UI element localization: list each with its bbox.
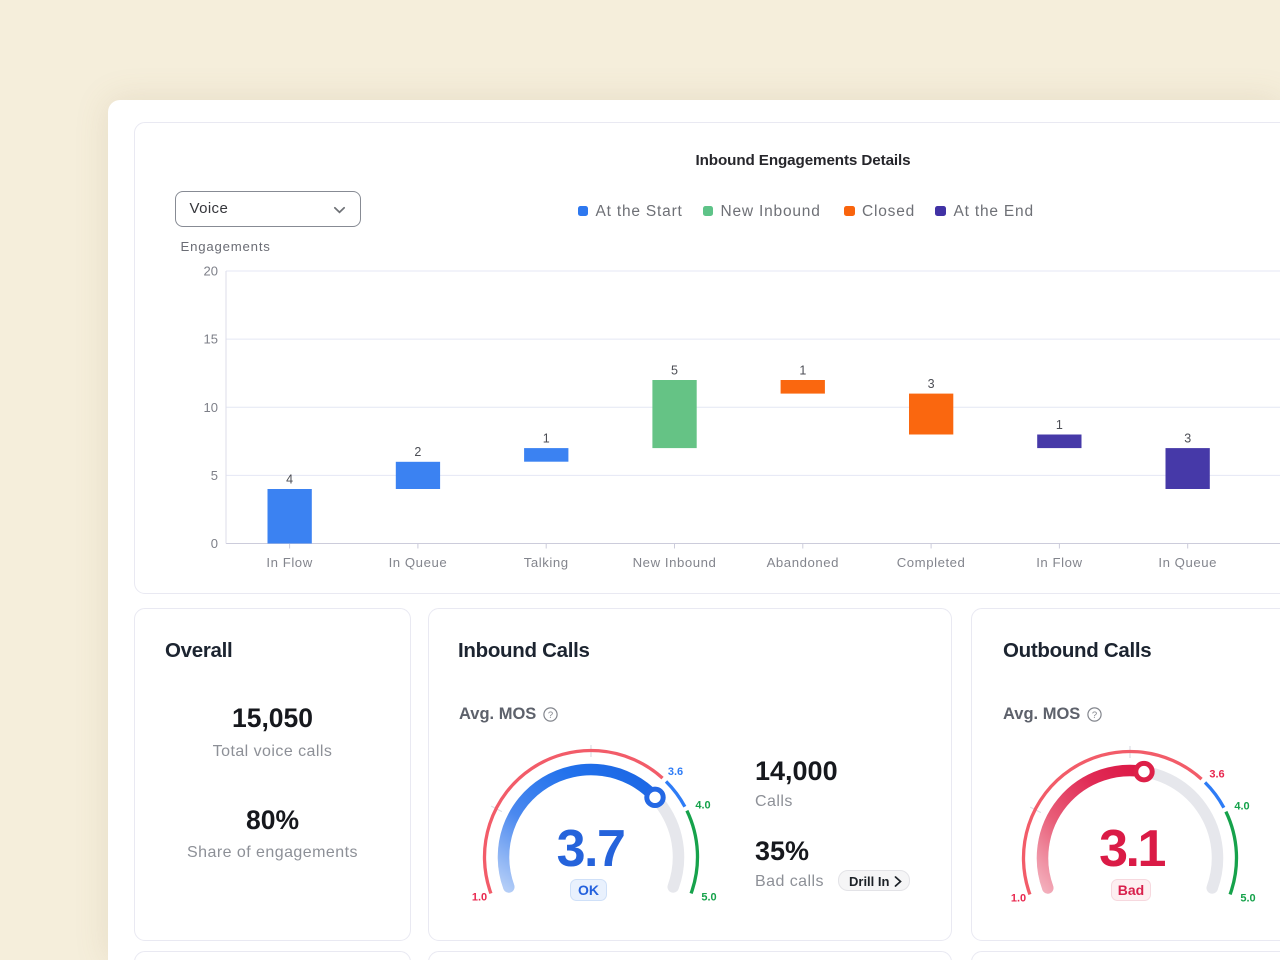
svg-text:1.0: 1.0 <box>1011 893 1026 905</box>
svg-text:1: 1 <box>543 432 550 446</box>
svg-text:3.1: 3.1 <box>1099 820 1165 878</box>
svg-text:In Flow: In Flow <box>266 555 312 570</box>
svg-text:1.0: 1.0 <box>472 892 487 904</box>
svg-text:5.0: 5.0 <box>1240 893 1255 905</box>
svg-text:?: ? <box>1092 710 1097 721</box>
svg-text:?: ? <box>548 710 553 721</box>
svg-text:2: 2 <box>414 445 421 459</box>
svg-text:1: 1 <box>1056 418 1063 432</box>
svg-text:3.7: 3.7 <box>557 820 625 878</box>
svg-text:Engagements: Engagements <box>181 239 271 254</box>
svg-text:4.0: 4.0 <box>1234 800 1249 812</box>
svg-text:In Flow: In Flow <box>1036 555 1082 570</box>
svg-text:4.0: 4.0 <box>695 799 710 811</box>
svg-text:New Inbound: New Inbound <box>633 555 717 570</box>
svg-text:3: 3 <box>928 377 935 391</box>
svg-text:15: 15 <box>204 332 218 347</box>
svg-text:5.0: 5.0 <box>701 892 716 904</box>
svg-text:5: 5 <box>671 364 678 378</box>
svg-text:Abandoned: Abandoned <box>767 555 839 570</box>
svg-text:Talking: Talking <box>524 555 569 570</box>
svg-text:In Queue: In Queue <box>1158 555 1217 570</box>
svg-text:0: 0 <box>211 536 218 551</box>
svg-text:1: 1 <box>799 364 806 378</box>
svg-text:Completed: Completed <box>897 555 966 570</box>
svg-text:10: 10 <box>204 400 218 415</box>
svg-text:4: 4 <box>286 473 293 487</box>
svg-text:3.6: 3.6 <box>1209 769 1224 781</box>
svg-text:5: 5 <box>211 468 218 483</box>
svg-text:20: 20 <box>204 264 218 279</box>
svg-text:3: 3 <box>1184 432 1191 446</box>
svg-text:In Queue: In Queue <box>389 555 448 570</box>
svg-text:3.6: 3.6 <box>668 766 683 778</box>
